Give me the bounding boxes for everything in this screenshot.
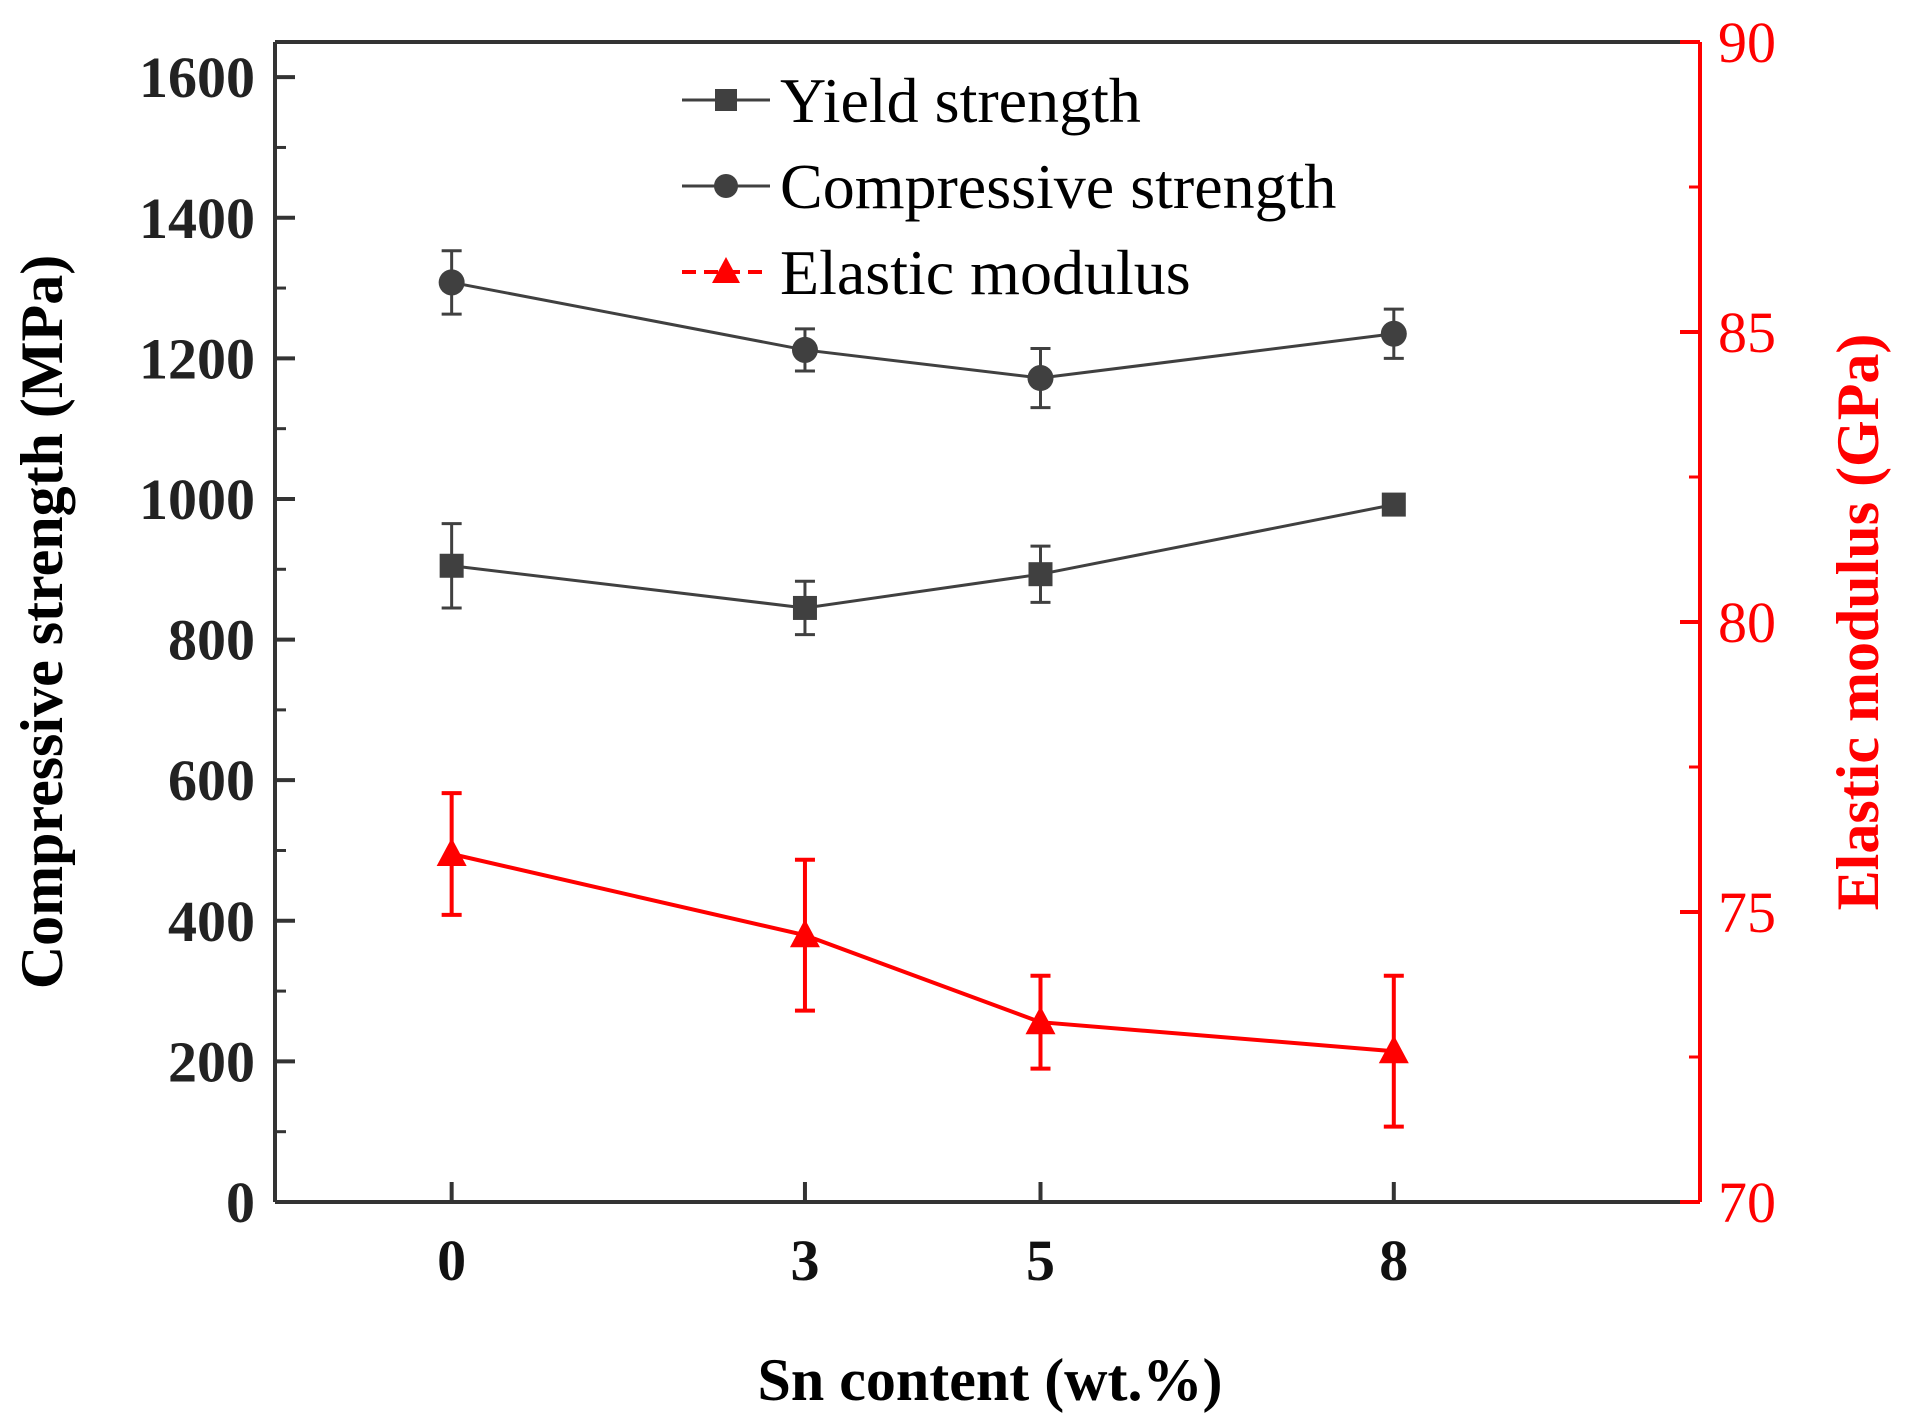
- y-tick-label: 1600: [139, 45, 255, 110]
- y2-tick-label: 70: [1718, 1170, 1776, 1235]
- x-tick-label: 0: [437, 1228, 466, 1293]
- legend: Yield strength Compressive strength Elasti…: [682, 65, 1336, 308]
- legend-marker-elastic-modulus: [712, 257, 740, 283]
- y-tick-label: 1400: [139, 186, 255, 251]
- elastic-modulus-point: [789, 919, 820, 948]
- x-tick-label: 5: [1026, 1228, 1055, 1293]
- y-tick-label: 0: [226, 1170, 255, 1235]
- x-axis-title: Sn content (wt.%): [758, 1347, 1223, 1413]
- elastic-modulus-point: [1378, 1035, 1409, 1064]
- y-tick-label: 600: [168, 748, 255, 813]
- y-tick-label: 1000: [139, 467, 255, 532]
- yield-strength-line: [451, 503, 1395, 610]
- elastic-modulus-point: [1025, 1006, 1056, 1035]
- compressive-strength-series: [438, 249, 1407, 410]
- x-tick-label: 8: [1379, 1228, 1408, 1293]
- elastic-modulus-point: [436, 838, 467, 866]
- compressive-strength-line: [451, 280, 1394, 380]
- y2-tick-label: 90: [1718, 10, 1776, 75]
- y-tick-label: 200: [168, 1029, 255, 1094]
- y2-axis-title: Elastic modulus (GPa): [1825, 334, 1891, 911]
- elastic-modulus-line: [451, 852, 1394, 1054]
- compressive-strength-point: [1380, 320, 1407, 347]
- legend-marker-compressive-strength: [714, 174, 738, 198]
- compressive-strength-point: [438, 269, 465, 296]
- legend-marker-yield-strength: [715, 89, 737, 111]
- legend-label-elastic-modulus: Elastic modulus: [780, 237, 1191, 308]
- ticks: 0200400600800100012001400160070758085900…: [139, 10, 1776, 1293]
- y2-tick-label: 85: [1718, 300, 1776, 365]
- y-tick-label: 400: [168, 889, 255, 954]
- y-axis-title: Compressive strength (MPa): [9, 255, 75, 989]
- y-tick-label: 800: [168, 608, 255, 673]
- elastic-modulus-series: [436, 791, 1409, 1129]
- legend-label-compressive-strength: Compressive strength: [780, 151, 1336, 222]
- series-layer: [436, 249, 1409, 1129]
- yield-strength-point: [1028, 562, 1053, 587]
- compressive-strength-point: [1027, 365, 1054, 392]
- yield-strength-series: [439, 492, 1406, 637]
- compressive-strength-point: [791, 336, 818, 363]
- yield-strength-point: [439, 553, 464, 578]
- legend-label-yield-strength: Yield strength: [780, 65, 1141, 136]
- x-tick-label: 3: [790, 1228, 819, 1293]
- y-tick-label: 1200: [139, 326, 255, 391]
- yield-strength-point: [792, 595, 817, 620]
- y2-tick-label: 75: [1718, 880, 1776, 945]
- y2-tick-label: 80: [1718, 590, 1776, 655]
- yield-strength-point: [1381, 492, 1406, 517]
